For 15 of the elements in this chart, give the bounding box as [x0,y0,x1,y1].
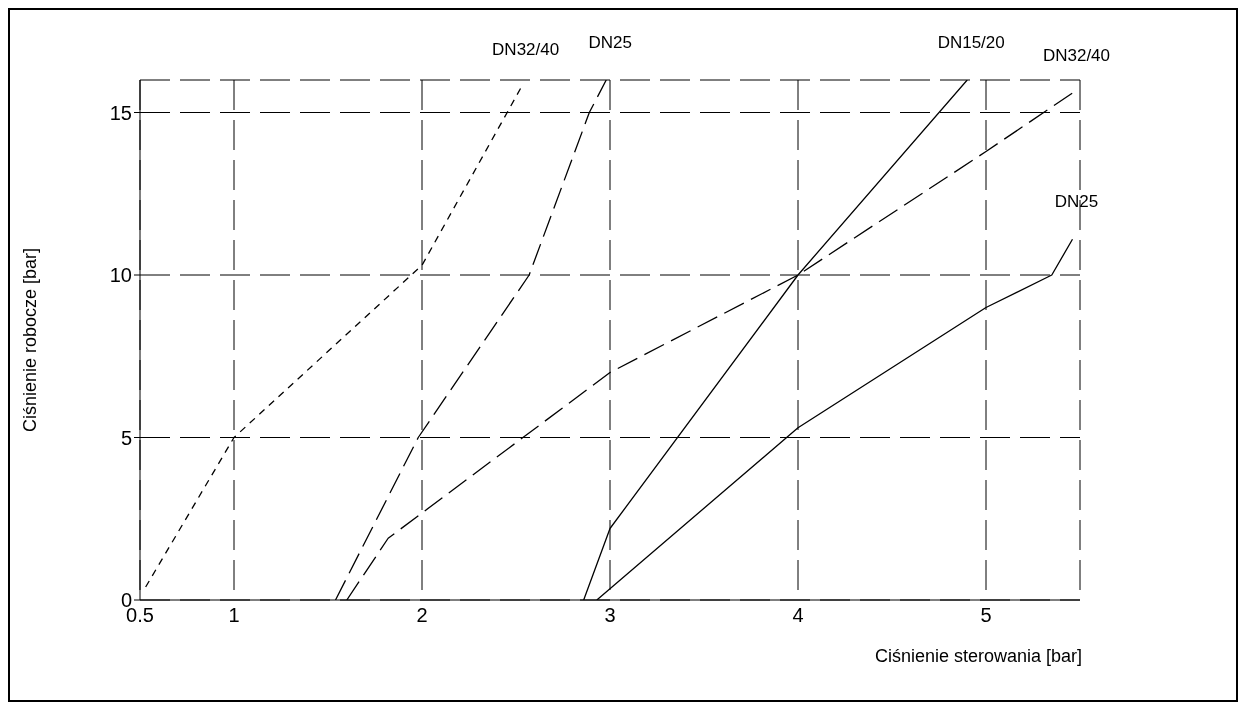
x-tick-label: 1 [228,604,240,627]
series-label: DN25 [1054,192,1099,212]
x-axis-title: Ciśnienie sterowania [bar] [874,646,1082,666]
y-tick-label: 15 [109,101,132,124]
x-tick-label: 3 [604,604,616,627]
text: DN15/20 [937,33,1005,52]
y-tick-label: 5 [120,426,132,449]
y-tick-label: 10 [109,264,132,287]
y-axis-title: Ciśnienie robocze [bar] [20,247,41,433]
text: DN32/40 [1042,46,1111,65]
x-tick-label: 2 [416,604,428,627]
series-label: DN25 [588,33,632,52]
x-tick-label: 4 [792,604,804,627]
text: DN32/40 [492,39,560,59]
x-tick-label: 5 [980,604,992,627]
